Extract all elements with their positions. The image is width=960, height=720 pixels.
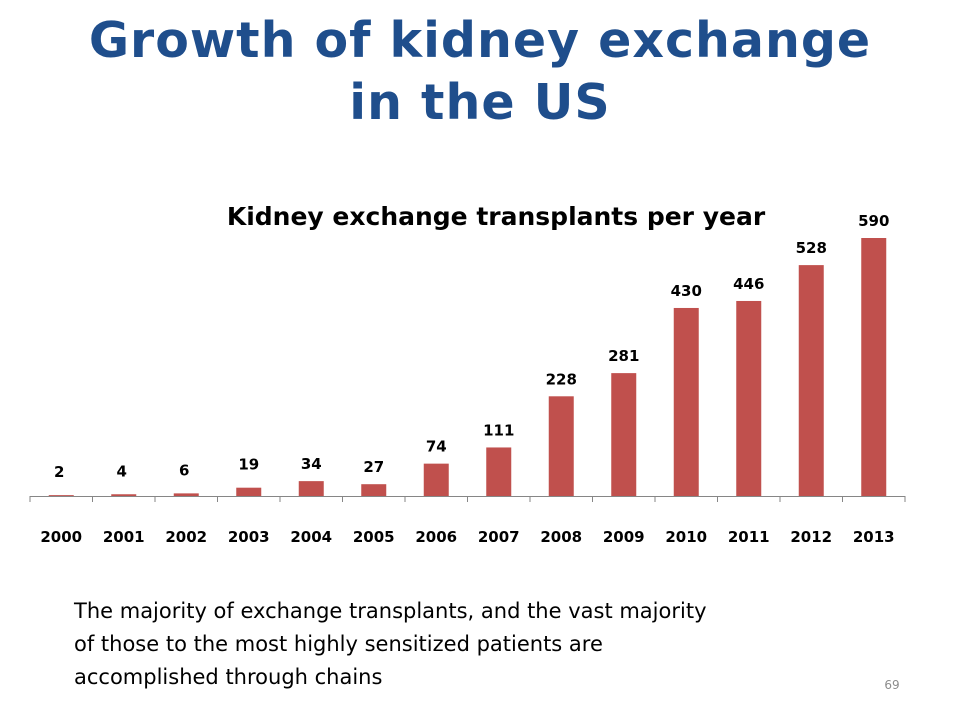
data-label-2011: 446 bbox=[733, 275, 764, 293]
x-axis: 2000 2001 2002 2003 2004 2005 2006 2007 2008 2009… bbox=[29, 496, 906, 546]
data-label-2004: 34 bbox=[301, 455, 322, 473]
x-tick-label-2008: 2008 bbox=[540, 528, 582, 546]
bar-2008 bbox=[548, 396, 574, 496]
x-tick-label-2002: 2002 bbox=[165, 528, 207, 546]
x-tick-label-2011: 2011 bbox=[728, 528, 770, 546]
x-tick-label-2007: 2007 bbox=[478, 528, 520, 546]
bars-layer bbox=[48, 238, 887, 496]
bar-2009 bbox=[611, 373, 637, 496]
bar-2001 bbox=[111, 494, 137, 496]
x-tick-label-2000: 2000 bbox=[40, 528, 82, 546]
data-label-2005: 27 bbox=[363, 458, 384, 476]
bar-2007 bbox=[486, 447, 512, 496]
bar-2013 bbox=[861, 238, 887, 496]
x-tick-label-2005: 2005 bbox=[353, 528, 395, 546]
bar-2004 bbox=[298, 481, 324, 496]
bar-2006 bbox=[423, 463, 449, 496]
chart-title: Kidney exchange transplants per year bbox=[227, 202, 766, 231]
bar-2000 bbox=[48, 495, 74, 496]
caption-line-3: accomplished through chains bbox=[74, 665, 383, 689]
x-tick-label-2010: 2010 bbox=[665, 528, 707, 546]
bar-2005 bbox=[361, 484, 387, 496]
x-tick-label-2004: 2004 bbox=[290, 528, 332, 546]
page-number: 69 bbox=[884, 678, 900, 692]
x-tick-label-2006: 2006 bbox=[415, 528, 457, 546]
data-label-2012: 528 bbox=[796, 239, 827, 257]
data-label-2013: 590 bbox=[858, 212, 889, 230]
data-label-2001: 4 bbox=[117, 462, 127, 480]
x-tick-label-2003: 2003 bbox=[228, 528, 270, 546]
x-tick-label-2009: 2009 bbox=[603, 528, 645, 546]
data-label-2006: 74 bbox=[426, 438, 447, 456]
data-labels: 2 4 6 19 34 27 74 111 228 281 430 446 528 590 bbox=[54, 212, 889, 481]
bar-2012 bbox=[798, 265, 824, 496]
bar-2010 bbox=[673, 307, 699, 496]
bar-2011 bbox=[736, 300, 762, 496]
data-label-2000: 2 bbox=[54, 463, 64, 481]
slide-caption: The majority of exchange transplants, an… bbox=[74, 595, 874, 694]
slide-title: Growth of kidney exchange in the US bbox=[0, 10, 960, 134]
data-label-2002: 6 bbox=[179, 461, 189, 479]
x-tick-label-2013: 2013 bbox=[853, 528, 895, 546]
caption-line-2: of those to the most highly sensitized p… bbox=[74, 632, 603, 656]
data-label-2003: 19 bbox=[238, 456, 259, 474]
data-label-2009: 281 bbox=[608, 347, 639, 365]
slide-title-line-2: in the US bbox=[349, 74, 611, 131]
x-tick-label-2012: 2012 bbox=[790, 528, 832, 546]
caption-line-1: The majority of exchange transplants, an… bbox=[74, 599, 707, 623]
data-label-2008: 228 bbox=[546, 370, 577, 388]
bar-2002 bbox=[173, 493, 199, 496]
data-label-2010: 430 bbox=[671, 282, 702, 300]
slide-title-line-1: Growth of kidney exchange bbox=[88, 12, 872, 69]
bar-2003 bbox=[236, 487, 262, 496]
data-label-2007: 111 bbox=[483, 421, 514, 439]
x-tick-label-2001: 2001 bbox=[103, 528, 145, 546]
